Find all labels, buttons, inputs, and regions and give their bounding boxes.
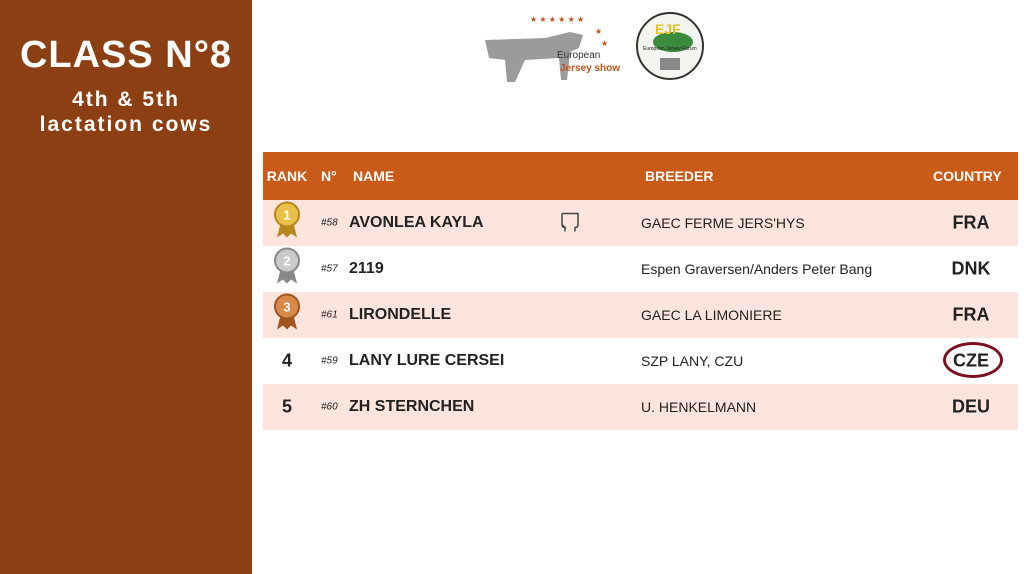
sidebar: CLASS N°8 4th & 5th lactation cows bbox=[0, 0, 252, 574]
gold-medal-icon: 1 bbox=[263, 201, 311, 245]
bronze-medal-icon: 3 bbox=[263, 293, 311, 337]
table-row: 3 #61 LIRONDELLE GAEC LA LIMONIERE FRA bbox=[263, 292, 1018, 338]
entry-number: #59 bbox=[321, 355, 338, 367]
header-name: NAME bbox=[353, 168, 395, 184]
results-table: RANK N° NAME BREEDER COUNTRY 1 #58 AVONLE… bbox=[263, 152, 1018, 430]
udder-icon bbox=[559, 211, 581, 236]
svg-text:2: 2 bbox=[283, 254, 290, 269]
svg-text:1: 1 bbox=[283, 208, 290, 223]
breeder: SZP LANY, CZU bbox=[641, 353, 744, 369]
header-number: N° bbox=[321, 168, 337, 184]
logos: ★ ★ ★ ★ ★ ★ ★ ★ European Jersey show EJF E… bbox=[475, 10, 715, 85]
country: CZE bbox=[953, 350, 989, 371]
table-row: 2 #57 2119 Espen Graversen/Anders Peter Ba… bbox=[263, 246, 1018, 292]
svg-text:European: European bbox=[557, 50, 600, 61]
country: DEU bbox=[951, 396, 990, 417]
rank: 4 bbox=[281, 350, 292, 371]
svg-text:★: ★ bbox=[601, 39, 608, 48]
header-country: COUNTRY bbox=[933, 168, 1002, 184]
header-rank: RANK bbox=[266, 168, 308, 184]
svg-text:★ ★ ★ ★ ★ ★: ★ ★ ★ ★ ★ ★ bbox=[530, 15, 584, 24]
entry-number: #57 bbox=[321, 263, 338, 275]
table-header: RANK N° NAME BREEDER COUNTRY bbox=[263, 152, 1018, 200]
subtitle-line-1: 4th & 5th bbox=[72, 88, 180, 111]
highlight-circle bbox=[943, 342, 1003, 378]
table-row: 5 #60 ZH STERNCHEN U. HENKELMANN DEU bbox=[263, 384, 1018, 430]
breeder: GAEC FERME JERS'HYS bbox=[641, 215, 805, 231]
country: FRA bbox=[952, 212, 990, 233]
rank: 5 bbox=[281, 396, 292, 417]
svg-text:3: 3 bbox=[283, 300, 290, 315]
table-row: 4 #59 LANY LURE CERSEI SZP LANY, CZU CZE bbox=[263, 338, 1018, 384]
breeder: Espen Graversen/Anders Peter Bang bbox=[641, 261, 873, 277]
svg-text:EJF: EJF bbox=[655, 21, 681, 37]
breeder: U. HENKELMANN bbox=[641, 399, 757, 415]
european-jersey-show-logo: ★ ★ ★ ★ ★ ★ ★ ★ European Jersey show EJF E… bbox=[485, 12, 704, 82]
svg-text:European Jersey Forum: European Jersey Forum bbox=[643, 46, 697, 52]
svg-text:Jersey show: Jersey show bbox=[560, 63, 620, 74]
silver-medal-icon: 2 bbox=[263, 247, 311, 291]
class-subtitle: 4th & 5th lactation cows bbox=[0, 87, 252, 137]
entry-number: #58 bbox=[321, 217, 338, 229]
svg-text:★: ★ bbox=[595, 27, 602, 36]
cow-name: LANY LURE CERSEI bbox=[349, 352, 505, 369]
country: DNK bbox=[951, 258, 991, 279]
subtitle-line-2: lactation cows bbox=[39, 113, 213, 136]
country: FRA bbox=[952, 304, 990, 325]
breeder: GAEC LA LIMONIERE bbox=[641, 307, 782, 323]
header-breeder: BREEDER bbox=[645, 168, 714, 184]
cow-name: LIRONDELLE bbox=[349, 306, 452, 323]
entry-number: #61 bbox=[321, 309, 338, 321]
entry-number: #60 bbox=[321, 401, 338, 413]
cow-name: AVONLEA KAYLA bbox=[349, 214, 484, 231]
cow-name: 2119 bbox=[349, 260, 384, 277]
class-title: CLASS N°8 bbox=[19, 34, 233, 76]
table-row: 1 #58 AVONLEA KAYLA GAEC FERME JERS'HYS FRA bbox=[263, 200, 1018, 246]
cow-name: ZH STERNCHEN bbox=[349, 398, 475, 415]
